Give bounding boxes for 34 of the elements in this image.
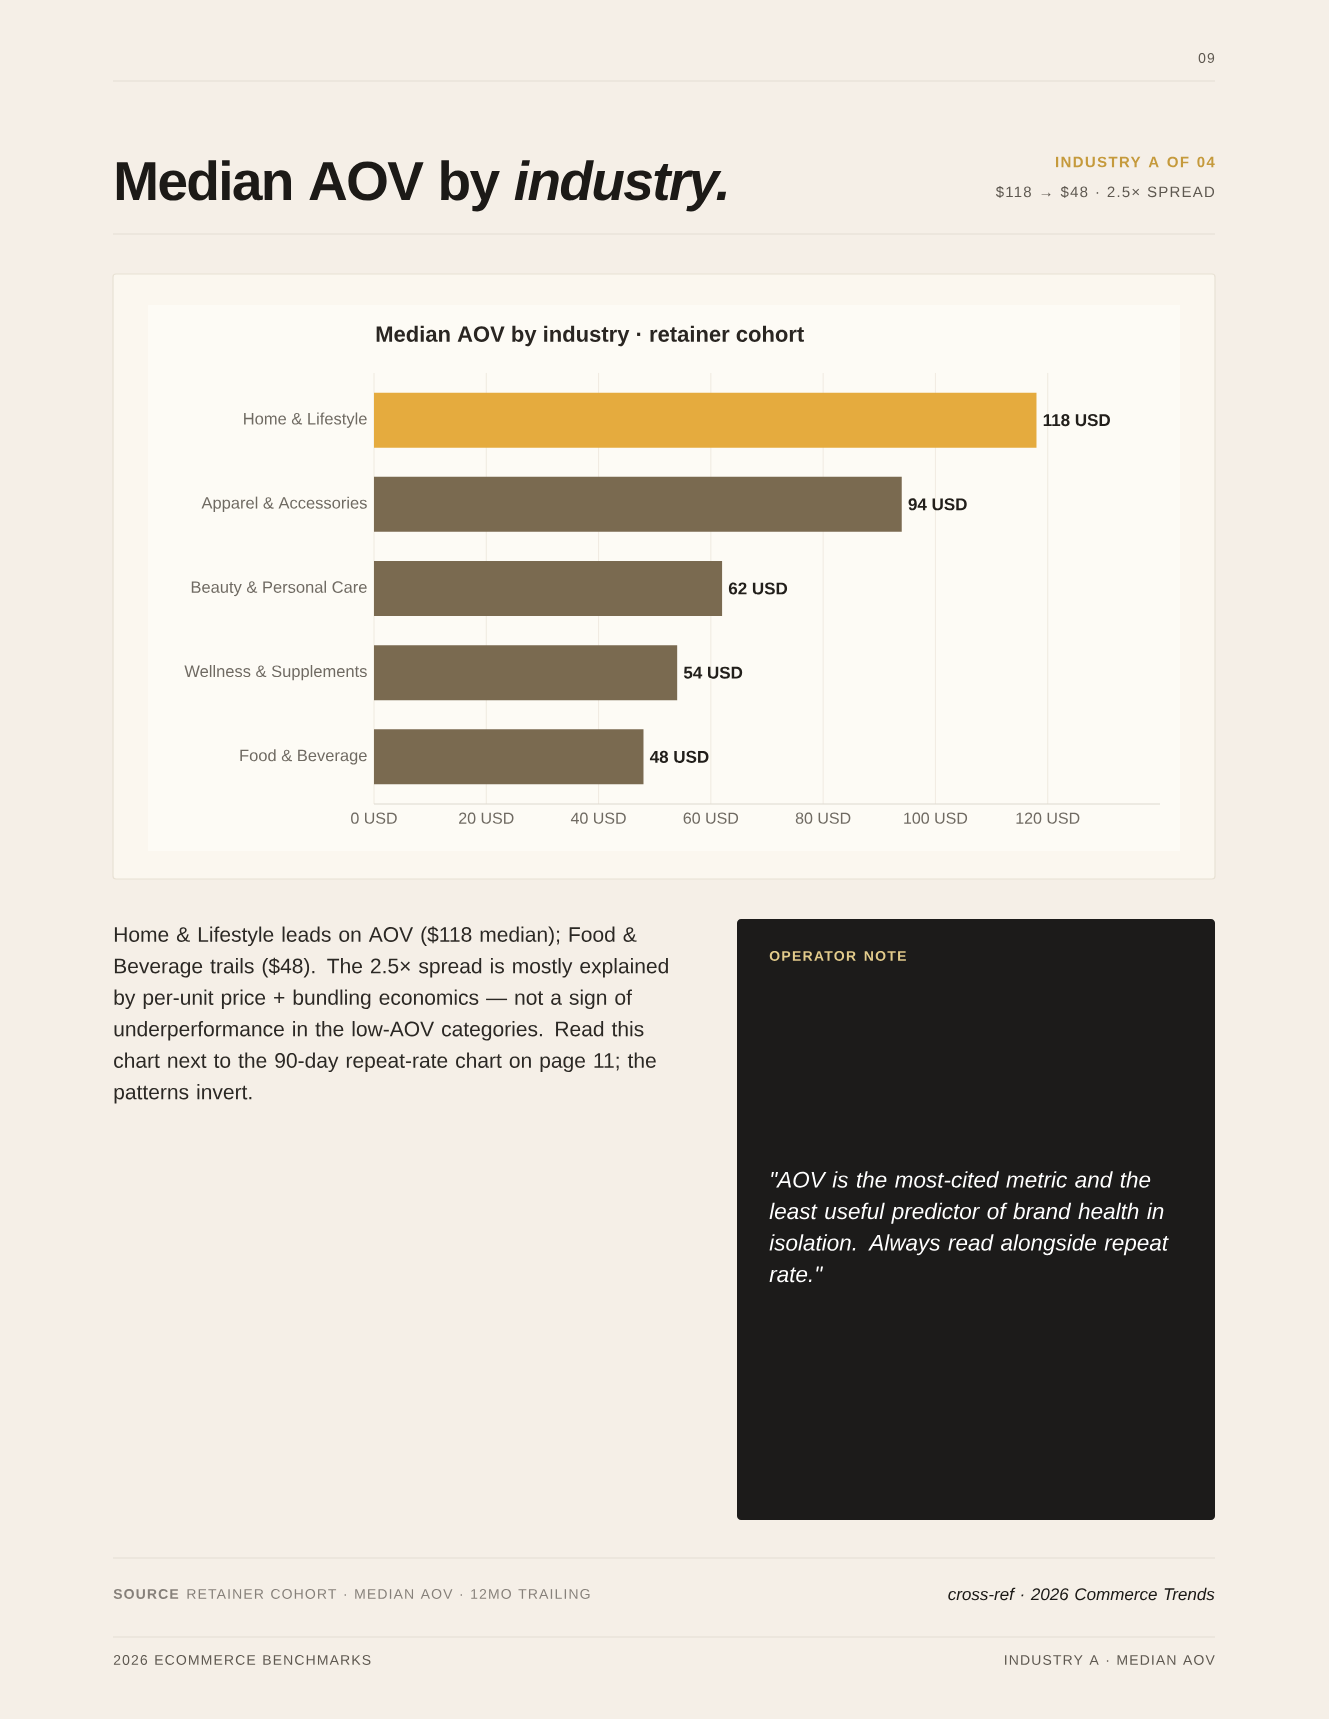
data-label: 94 USD: [908, 498, 967, 511]
bar: [374, 392, 1037, 448]
data-label: 54 USD: [683, 666, 743, 679]
y-tick-label: Wellness & Supplements: [184, 664, 367, 681]
x-tick-label: 100 USD: [904, 812, 968, 824]
y-tick-label: Food & Beverage: [240, 749, 367, 765]
y-tick-label: Home & Lifestyle: [244, 412, 367, 428]
x-tick-label: 60 USD: [683, 812, 739, 824]
data-label: 118 USD: [1043, 414, 1110, 427]
x-tick-label: 20 USD: [459, 812, 514, 824]
x-tick-label: 40 USD: [570, 812, 626, 824]
bar: [374, 645, 678, 701]
text: 09: [1198, 53, 1215, 63]
data-label: 62 USD: [728, 582, 788, 595]
chart-title: Median AOV by industry.: [116, 160, 727, 212]
text: INDUSTRY A OF 04: [1056, 156, 1215, 168]
x-tick-label: 0 USD: [351, 812, 397, 824]
bar: [374, 476, 902, 532]
text: $118 → $48 · 2.5× SPREAD: [995, 185, 1215, 199]
text: INDUSTRY A · MEDIAN AOV: [1005, 1655, 1215, 1665]
y-tick-label: Beauty & Personal Care: [191, 580, 367, 597]
text: 2026 ECOMMERCE BENCHMARKS: [113, 1655, 371, 1665]
text: "AOV is the most-cited metric and the least useful predictor of brand health in isolation. Always read alongside repeat rate.": [769, 1171, 1169, 1283]
chart-subtitle: Median AOV by industry · retainer cohort: [376, 325, 804, 347]
text: OPERATOR NOTE: [769, 951, 906, 961]
text: cross-ref · 2026 Commerce Trends: [948, 1587, 1215, 1601]
x-tick-label: 120 USD: [1016, 812, 1080, 824]
text: SOURCE RETAINER COHORT · MEDIAN AOV · 12MO TRAILING: [113, 1589, 590, 1599]
bar: [374, 729, 644, 785]
data-label: 48 USD: [649, 750, 709, 763]
y-tick-label: Apparel & Accessories: [201, 496, 367, 512]
text: Home & Lifestyle leads on AOV ($118 median); Food & Beverage trails ($48). The 2.5× spread is mostly explained by per-unit price + bundling economics — not a sign of underperformance in the low-AOV categories. Read this chart next to the 90-day repeat-rate chart on page 11; the patterns invert.: [114, 926, 668, 1104]
bar: [374, 561, 723, 616]
x-tick-label: 80 USD: [795, 812, 851, 824]
